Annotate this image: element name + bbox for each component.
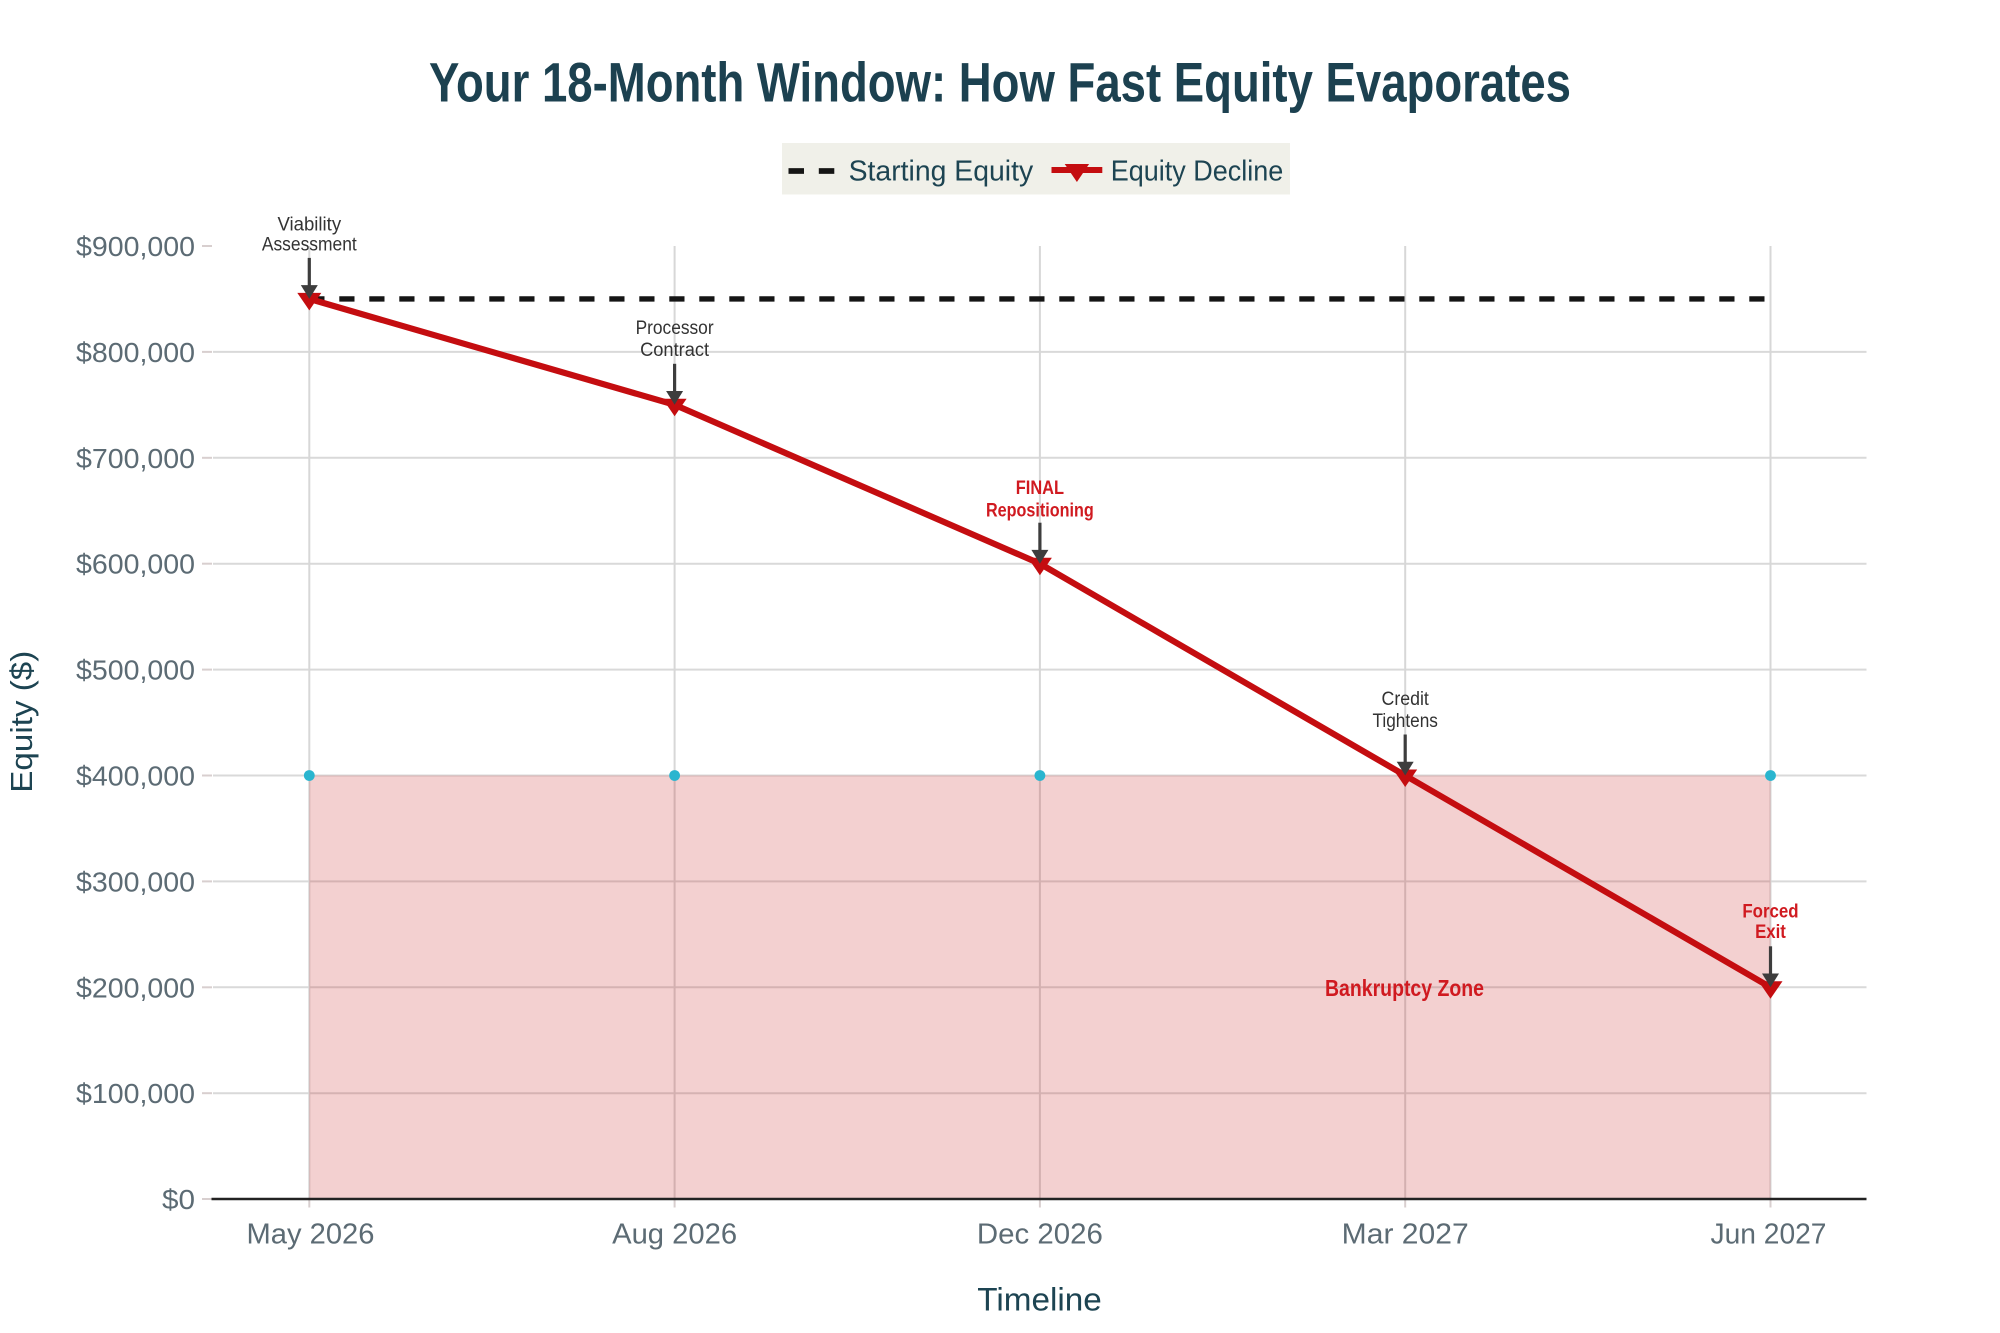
svg-text:Forced: Forced (1742, 902, 1798, 923)
svg-text:$200,000: $200,000 (76, 972, 195, 1003)
svg-text:FINAL: FINAL (1016, 478, 1065, 499)
svg-text:$500,000: $500,000 (76, 655, 195, 686)
svg-text:Viability: Viability (277, 214, 341, 235)
svg-text:$800,000: $800,000 (76, 337, 195, 368)
svg-text:Assessment: Assessment (262, 234, 358, 255)
svg-text:Mar 2027: Mar 2027 (1342, 1218, 1469, 1250)
svg-text:$100,000: $100,000 (76, 1078, 195, 1109)
svg-text:Equity Decline: Equity Decline (1111, 156, 1284, 188)
svg-text:Equity ($): Equity ($) (4, 651, 39, 793)
svg-text:$0: $0 (162, 1184, 195, 1215)
svg-text:Bankruptcy Zone: Bankruptcy Zone (1325, 975, 1484, 1001)
svg-text:$900,000: $900,000 (76, 231, 195, 262)
svg-text:Timeline: Timeline (977, 1282, 1102, 1318)
svg-text:Credit: Credit (1382, 689, 1430, 710)
svg-text:Tightens: Tightens (1373, 711, 1438, 732)
svg-text:Exit: Exit (1755, 922, 1786, 943)
svg-text:Contract: Contract (640, 340, 710, 361)
svg-text:Processor: Processor (636, 318, 715, 339)
svg-text:$600,000: $600,000 (76, 549, 195, 580)
svg-text:Starting Equity: Starting Equity (849, 156, 1034, 188)
svg-text:$700,000: $700,000 (76, 443, 195, 474)
svg-text:Jun 2027: Jun 2027 (1711, 1218, 1827, 1250)
svg-text:Repositioning: Repositioning (986, 501, 1094, 522)
svg-text:Dec 2026: Dec 2026 (977, 1218, 1103, 1250)
svg-text:May 2026: May 2026 (247, 1218, 375, 1250)
svg-text:$300,000: $300,000 (76, 866, 195, 897)
svg-text:$400,000: $400,000 (76, 761, 195, 792)
svg-text:Aug 2026: Aug 2026 (612, 1218, 737, 1250)
svg-text:Your 18-Month Window: How Fast: Your 18-Month Window: How Fast Equity Ev… (429, 50, 1571, 113)
